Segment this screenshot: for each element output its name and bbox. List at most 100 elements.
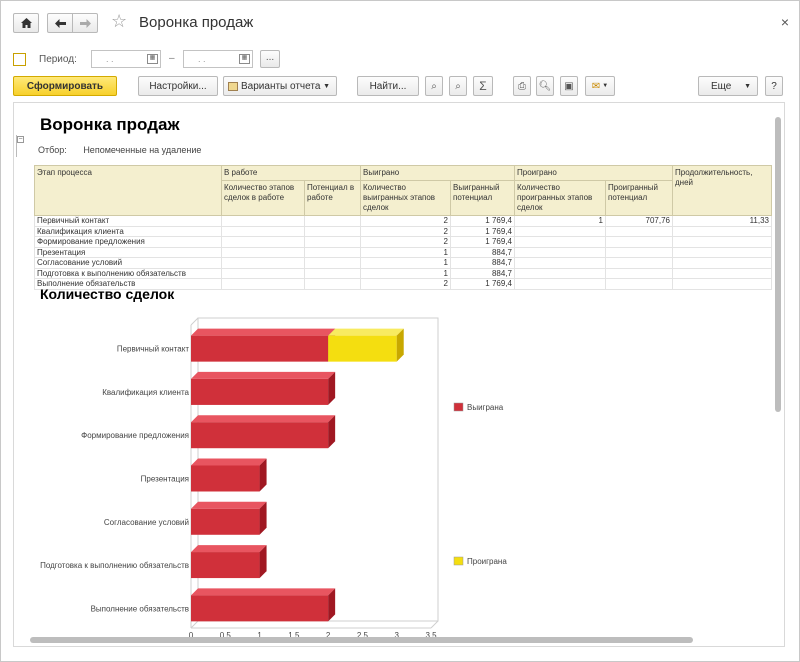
- table-cell: 1: [360, 257, 451, 269]
- table-row[interactable]: Первичный контакт 2 1 769,4 1 707,76 11,33: [34, 215, 772, 227]
- search-document-icon: ⌕: [455, 80, 461, 92]
- sum-button[interactable]: Σ: [473, 76, 493, 96]
- category-label: Формирование предложения: [81, 431, 189, 440]
- bar-won: [191, 335, 329, 362]
- table-cell: [221, 267, 305, 279]
- back-button[interactable]: [47, 13, 73, 33]
- title-bar: ☆ Воронка продаж ×: [1, 1, 799, 45]
- star-icon[interactable]: ☆: [111, 11, 128, 31]
- table-cell: [304, 246, 361, 258]
- collapse-group-icon[interactable]: −: [17, 136, 24, 143]
- legend-swatch: [453, 402, 464, 412]
- bar-won: [191, 552, 260, 579]
- x-tick-label: 1: [257, 631, 262, 640]
- plot-edge: [190, 317, 199, 326]
- table-row[interactable]: Выполнение обязательств 2 1 769,4: [34, 278, 772, 290]
- horizontal-scrollbar[interactable]: [30, 637, 693, 643]
- period-select-button[interactable]: ...: [260, 50, 280, 68]
- report-variants-icon: [228, 81, 238, 91]
- arrow-right-icon: [79, 16, 91, 31]
- table-cell: [514, 278, 606, 290]
- bar-top-1: [328, 328, 404, 336]
- table-cell: 11,33: [672, 215, 772, 227]
- bar-top-0: [191, 545, 267, 553]
- table-cell: [304, 278, 361, 290]
- table-cell: [672, 278, 772, 290]
- vertical-scrollbar[interactable]: [775, 117, 781, 412]
- deals-chart: 0 0.5 1 1.5 2 2.5 3 3.5 Первичный контакт Квалифи…: [34, 303, 774, 643]
- table-cell: [221, 278, 305, 290]
- table-row[interactable]: Квалификация клиента 2 1 769,4: [34, 225, 772, 237]
- table-cell: 884,7: [450, 257, 515, 269]
- table-cell: Подготовка к выполнению обязательств: [34, 267, 222, 279]
- x-tick-label: 1.5: [288, 631, 300, 640]
- table-cell: [221, 246, 305, 258]
- report-title: Воронка продаж: [40, 115, 180, 134]
- search-all-button[interactable]: ⌕: [449, 76, 467, 96]
- period-to-field[interactable]: . . ▦: [183, 50, 253, 68]
- table-cell: Квалификация клиента: [34, 225, 222, 237]
- preview-icon: 🔍︎: [538, 80, 552, 92]
- forward-button[interactable]: [72, 13, 98, 33]
- chart-title: Количество сделок: [40, 286, 175, 302]
- table-cell: [304, 267, 361, 279]
- table-cell: 707,76: [605, 215, 673, 227]
- table-cell: 1: [514, 215, 606, 227]
- period-from-field[interactable]: . . ▦: [91, 50, 161, 68]
- preview-button[interactable]: 🔍︎: [536, 76, 554, 96]
- save-button[interactable]: ▣: [560, 76, 578, 96]
- report-filter: Отбор: Непомеченные на удаление: [38, 145, 201, 155]
- x-tick-label: 2.5: [357, 631, 369, 640]
- category-label: Подготовка к выполнению обязательств: [40, 561, 189, 570]
- table-cell: 1: [360, 267, 451, 279]
- dropdown-arrow-icon: ▼: [602, 83, 609, 89]
- table-cell: 1 769,4: [450, 278, 515, 290]
- bar-won: [191, 465, 260, 492]
- period-checkbox[interactable]: [13, 53, 26, 66]
- table-cell: [304, 257, 361, 269]
- bar-won: [191, 422, 329, 449]
- report-table: Этап процесса В работе Выиграно Проигран…: [34, 165, 772, 290]
- calendar-icon[interactable]: ▦: [239, 54, 250, 64]
- print-button[interactable]: ⎙: [513, 76, 531, 96]
- generate-button[interactable]: Сформировать: [13, 76, 117, 96]
- save-icon: ▣: [564, 80, 574, 92]
- col-lost-count: Количество проигранных этапов сделок: [514, 180, 606, 216]
- col-in-work-potential: Потенциал в работе: [304, 180, 361, 216]
- group-tree-line: [16, 135, 26, 157]
- table-cell: [514, 257, 606, 269]
- calendar-icon[interactable]: ▦: [147, 54, 158, 64]
- filter-value: Непомеченные на удаление: [83, 145, 202, 155]
- table-row[interactable]: Презентация 1 884,7: [34, 246, 772, 258]
- col-stage: Этап процесса: [34, 165, 222, 216]
- home-button[interactable]: [13, 13, 39, 33]
- send-email-button[interactable]: ✉ ▼: [585, 76, 615, 96]
- envelope-icon: ✉: [591, 80, 601, 92]
- search-in-report-button[interactable]: ⌕: [425, 76, 443, 96]
- search-icon: ⌕: [431, 80, 437, 92]
- more-button[interactable]: Еще ▼: [698, 76, 758, 96]
- bar-lost: [328, 335, 397, 362]
- table-row[interactable]: Подготовка к выполнению обязательств 1 884…: [34, 267, 772, 279]
- table-cell: [605, 267, 673, 279]
- table-cell: [304, 236, 361, 248]
- home-icon: [20, 16, 32, 31]
- category-label: Согласование условий: [104, 518, 189, 527]
- find-button[interactable]: Найти...: [357, 76, 419, 96]
- x-tick-label: 0: [189, 631, 194, 640]
- close-icon[interactable]: ×: [780, 14, 789, 30]
- table-cell: 884,7: [450, 246, 515, 258]
- report-variants-button[interactable]: Варианты отчета ▼: [223, 76, 337, 96]
- help-button[interactable]: ?: [765, 76, 783, 96]
- report-area[interactable]: − Воронка продаж Отбор: Непомеченные на …: [13, 102, 785, 647]
- table-cell: [605, 236, 673, 248]
- table-cell: 1 769,4: [450, 225, 515, 237]
- table-cell: [221, 225, 305, 237]
- table-row[interactable]: Формирование предложения 2 1 769,4: [34, 236, 772, 248]
- table-cell: [605, 257, 673, 269]
- settings-button[interactable]: Настройки...: [138, 76, 218, 96]
- table-cell: 2: [360, 278, 451, 290]
- table-row[interactable]: Согласование условий 1 884,7: [34, 257, 772, 269]
- x-tick-label: 3.5: [425, 631, 437, 640]
